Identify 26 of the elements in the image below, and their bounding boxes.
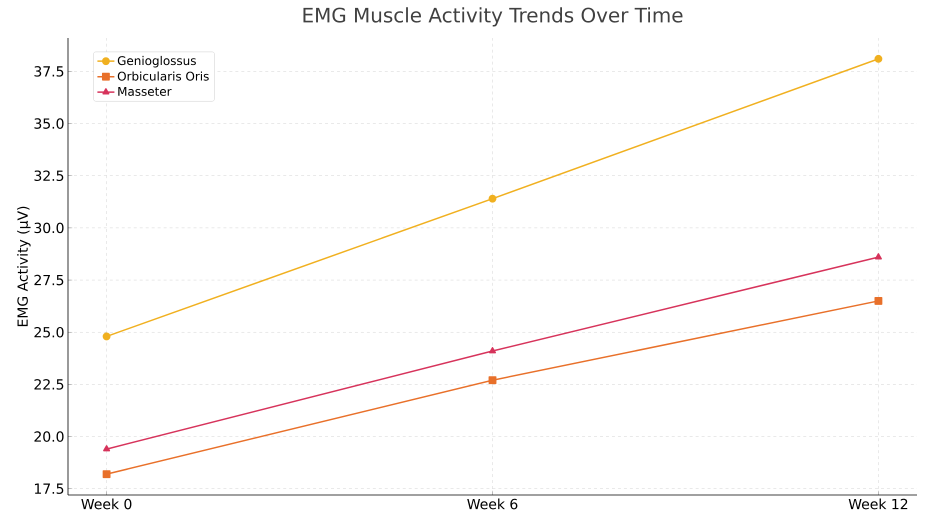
y-axis-title: EMG Activity (μV) [17, 206, 31, 326]
y-tick-label: 17.5 [34, 484, 64, 494]
x-tick-label: Week 6 [467, 498, 518, 510]
chart-title: EMG Muscle Activity Trends Over Time [303, 7, 682, 26]
y-tick-label: 35.0 [34, 118, 64, 129]
x-tick-label: Week 12 [848, 498, 908, 510]
point [874, 296, 882, 305]
y-tick-label: 22.5 [34, 379, 64, 390]
legend-label: Orbicularis Oris [118, 71, 209, 81]
point [874, 54, 882, 63]
point [103, 445, 110, 452]
y-tick-label: 37.5 [34, 66, 64, 77]
y-tick-label: 20.0 [34, 431, 64, 442]
legend-label: Masseter [118, 87, 172, 96]
y-tick-label: 30.0 [34, 222, 64, 234]
point [488, 376, 496, 384]
y-tick-label: 32.5 [34, 170, 64, 182]
point [102, 332, 111, 340]
y-tick-label: 27.5 [34, 274, 64, 286]
point [874, 253, 882, 260]
y-tick-label: 25.0 [34, 326, 64, 338]
point [488, 194, 496, 203]
point [488, 347, 496, 354]
point [102, 470, 111, 478]
x-tick-label: Week 0 [81, 498, 132, 510]
legend-label: Genioglossus [118, 56, 196, 68]
